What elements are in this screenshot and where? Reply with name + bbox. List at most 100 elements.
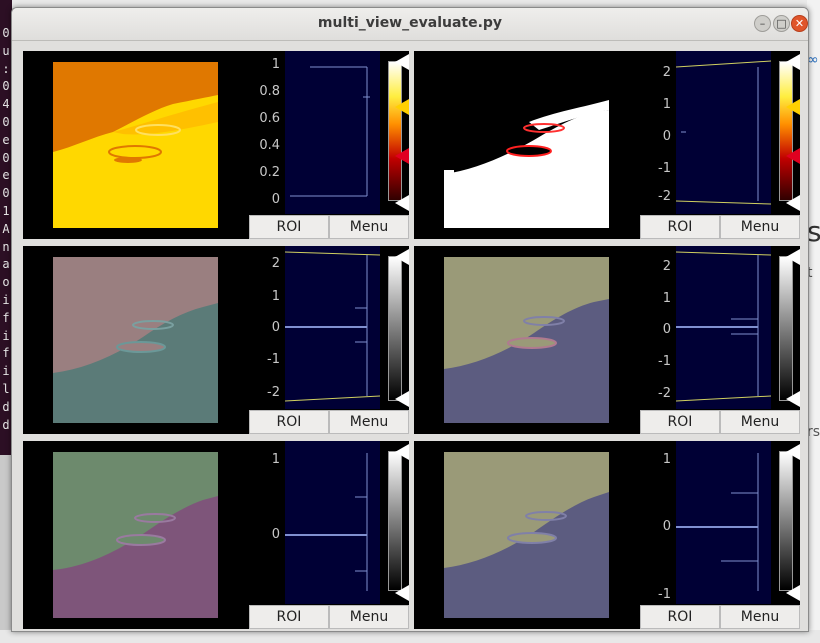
level-min-handle[interactable] [395, 195, 409, 211]
view-panel-1: 1 0.8 0.6 0.4 0.2 0 ROI Menu [23, 51, 409, 239]
level-min-handle[interactable] [395, 585, 409, 601]
level-max-handle[interactable] [786, 54, 800, 70]
histogram-plot [676, 251, 771, 402]
colorbar[interactable] [388, 256, 402, 401]
terminal-char: 0 [2, 79, 10, 94]
roi-button[interactable]: ROI [249, 410, 329, 434]
image-view[interactable] [53, 452, 218, 618]
level-max-handle[interactable] [786, 444, 800, 460]
colorbar[interactable] [779, 451, 793, 591]
background-window-top [12, 0, 820, 8]
axis-tick-label: -2 [267, 385, 280, 400]
image-view[interactable] [444, 452, 609, 618]
axis-tick-label: 2 [271, 256, 280, 271]
image-view[interactable] [444, 257, 609, 423]
histogram[interactable] [285, 246, 380, 409]
background-window-right: ∞ si t rs [807, 0, 820, 643]
minimize-button[interactable]: – [754, 15, 771, 32]
terminal-char: l [2, 382, 10, 396]
axis-tick-label: -1 [267, 352, 280, 367]
histogram[interactable] [676, 441, 771, 604]
terminal-char: f [2, 346, 10, 361]
image-content [53, 496, 218, 618]
view-panel-3: 2 1 0 -1 -2 ROI Menu [23, 246, 409, 434]
colorbar[interactable] [388, 61, 402, 201]
image-view[interactable] [53, 257, 218, 423]
terminal-char: 4 [2, 97, 10, 112]
roi-button[interactable]: ROI [640, 215, 720, 239]
histogram[interactable] [676, 246, 771, 409]
menu-button[interactable]: Menu [329, 215, 409, 239]
axis-tick-label: 0 [271, 320, 280, 335]
axis-tick-label: 1 [271, 452, 280, 467]
close-button[interactable]: ✕ [791, 15, 808, 32]
background-text: rs [807, 424, 820, 440]
terminal-char: e [2, 168, 10, 183]
maximize-button[interactable]: □ [773, 15, 790, 32]
level-handle-red[interactable] [395, 148, 409, 164]
histogram[interactable] [285, 441, 380, 604]
roi-button[interactable]: ROI [249, 215, 329, 239]
roi-button[interactable]: ROI [640, 410, 720, 434]
histogram-plot [285, 453, 368, 591]
axis-tick-label: 0.8 [259, 84, 280, 99]
level-min-handle[interactable] [786, 391, 800, 407]
histogram[interactable] [285, 51, 380, 214]
menu-button[interactable]: Menu [329, 410, 409, 434]
level-max-handle[interactable] [395, 54, 409, 70]
title-bar[interactable]: multi_view_evaluate.py – □ ✕ [12, 8, 808, 41]
terminal-char: 0 [2, 26, 10, 40]
menu-button[interactable]: Menu [720, 605, 800, 629]
background-window-bottom [0, 630, 820, 643]
menu-button[interactable]: Menu [720, 215, 800, 239]
axis-tick-label: 0.6 [259, 111, 280, 126]
level-max-handle[interactable] [395, 249, 409, 265]
axis-tick-label: 1 [271, 289, 280, 304]
level-max-handle[interactable] [395, 444, 409, 460]
image-view[interactable] [444, 62, 609, 228]
axis-tick-label: 0 [662, 519, 671, 534]
axis-tick-label: 0 [271, 192, 280, 207]
level-max-handle[interactable] [786, 249, 800, 265]
colorbar[interactable] [388, 451, 402, 591]
view-panel-5: 1 0 ROI Menu [23, 441, 409, 629]
axis-tick-label: -1 [658, 161, 671, 176]
level-min-handle[interactable] [395, 391, 409, 407]
image-content [444, 100, 609, 228]
terminal-char: d [2, 417, 10, 432]
axis-tick-label: 1 [662, 291, 671, 306]
axis-tick-label: -2 [658, 189, 671, 204]
terminal-char: d [2, 399, 10, 414]
colorbar[interactable] [779, 256, 793, 401]
histogram-plot [285, 251, 380, 402]
level-min-handle[interactable] [786, 195, 800, 211]
terminal-char: : [2, 61, 10, 76]
image-view[interactable] [53, 62, 218, 228]
window-title: multi_view_evaluate.py [317, 15, 503, 31]
roi-button[interactable]: ROI [249, 605, 329, 629]
roi-button[interactable]: ROI [640, 605, 720, 629]
view-panel-2: 2 1 0 -1 -2 ROI Menu [414, 51, 800, 239]
minimize-icon: – [759, 17, 766, 30]
axis-tick-label: 0 [271, 527, 280, 542]
level-handle-yellow[interactable] [395, 99, 409, 115]
level-handle-red[interactable] [786, 148, 800, 164]
app-window: multi_view_evaluate.py – □ ✕ [11, 7, 809, 632]
colorbar[interactable] [779, 61, 793, 201]
terminal-char: n [2, 239, 10, 254]
close-icon: ✕ [794, 17, 805, 30]
histogram[interactable] [676, 51, 771, 214]
axis-tick-label: 1 [662, 452, 671, 467]
axis-tick-label: -1 [658, 354, 671, 369]
axis-tick-label: 1 [271, 57, 280, 72]
terminal-char: a [2, 257, 10, 272]
view-panel-6: 1 0 -1 ROI Menu [414, 441, 800, 629]
menu-button[interactable]: Menu [720, 410, 800, 434]
background-text: si [807, 215, 820, 248]
level-min-handle[interactable] [786, 585, 800, 601]
level-handle-yellow[interactable] [786, 99, 800, 115]
menu-button[interactable]: Menu [329, 605, 409, 629]
terminal-char: 0 [2, 115, 10, 129]
terminal-char: 1 [2, 204, 10, 218]
